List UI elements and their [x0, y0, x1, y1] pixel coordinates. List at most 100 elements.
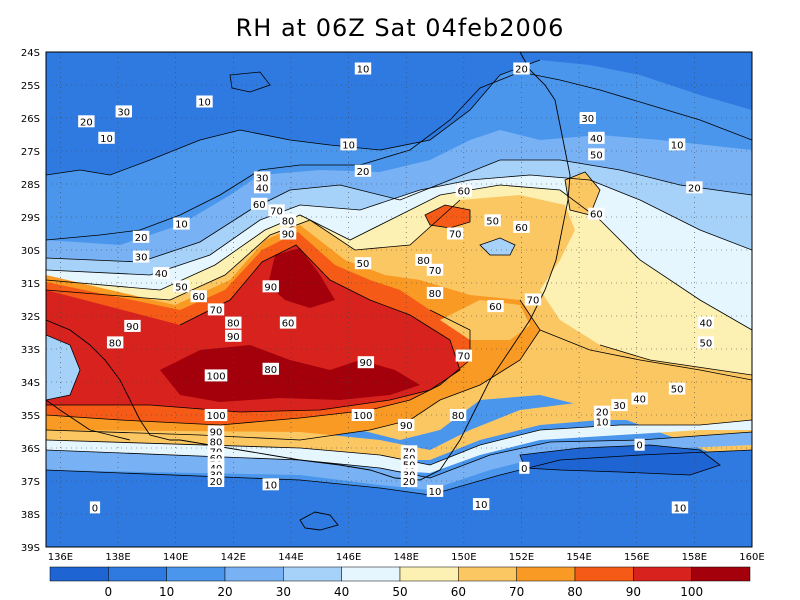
svg-text:80: 80	[282, 216, 295, 227]
contour-label: 70	[268, 204, 285, 217]
band-south-30	[46, 432, 752, 490]
contour-label: 20	[132, 230, 150, 244]
lon-label: 154E	[566, 552, 591, 563]
contour-label: 10	[593, 415, 611, 429]
svg-text:40: 40	[590, 134, 603, 145]
contour-label: 40	[631, 392, 648, 406]
colorbar-swatch	[516, 566, 576, 582]
lon-label: 148E	[394, 552, 419, 563]
colorbar-swatch	[691, 566, 751, 582]
colorbar-swatch	[49, 566, 109, 582]
svg-text:10: 10	[674, 503, 687, 514]
contour-label: 90	[357, 356, 375, 369]
contour-label: 40	[588, 131, 605, 145]
lon-label: 160E	[739, 552, 764, 563]
colorbar-tick-label: 0	[105, 585, 113, 599]
svg-text:0: 0	[636, 441, 642, 452]
lon-label: 136E	[48, 552, 73, 563]
band-0-10-north	[46, 52, 752, 175]
lat-label: 24S	[21, 48, 40, 59]
svg-text:30: 30	[581, 114, 594, 125]
svg-text:0: 0	[92, 503, 98, 514]
colorbar-tick-label: 100	[680, 585, 703, 599]
contour-label: 70	[446, 227, 464, 241]
contour-label: 100	[351, 409, 375, 422]
svg-text:100: 100	[206, 411, 225, 422]
contour-label: 60	[251, 197, 268, 211]
lat-label: 34S	[21, 378, 40, 389]
colorbar-swatch	[633, 566, 692, 582]
svg-text:50: 50	[175, 282, 188, 293]
lat-label: 25S	[21, 81, 40, 92]
svg-text:50: 50	[357, 259, 370, 270]
colorbar-swatch	[224, 566, 284, 582]
svg-text:100: 100	[206, 371, 225, 382]
colorbar-labels: 0 10 20 30 40 50 60 70 80 90 100	[105, 585, 704, 599]
svg-text:60: 60	[457, 187, 470, 198]
colorbar-swatch	[458, 566, 517, 582]
svg-text:10: 10	[429, 487, 442, 498]
svg-text:10: 10	[357, 65, 370, 76]
svg-text:30: 30	[256, 173, 269, 184]
svg-text:90: 90	[264, 282, 277, 293]
svg-text:20: 20	[403, 477, 416, 488]
band-cell-28s	[565, 172, 600, 215]
lat-label: 30S	[21, 246, 40, 257]
svg-text:70: 70	[429, 266, 442, 277]
lat-label: 32S	[21, 312, 40, 323]
lat-label: 39S	[21, 543, 40, 554]
contour-label: 60	[588, 207, 605, 221]
lat-label: 36S	[21, 444, 40, 455]
contour-label: 20	[400, 475, 418, 488]
contour-label: 10	[668, 138, 686, 151]
colorbar-swatch	[341, 566, 401, 582]
colorbar-swatch	[283, 566, 342, 582]
svg-text:40: 40	[256, 183, 269, 194]
svg-text:10: 10	[475, 500, 488, 511]
colorbar-tick-label: 60	[451, 585, 466, 599]
svg-text:50: 50	[590, 150, 603, 161]
contour-label: 80	[426, 286, 444, 300]
svg-text:60: 60	[192, 292, 205, 303]
lon-label: 158E	[682, 552, 707, 563]
svg-text:10: 10	[264, 480, 277, 491]
colorbar-swatch	[574, 566, 634, 582]
contour-label: 50	[697, 336, 715, 349]
svg-text:30: 30	[135, 253, 148, 264]
contour-label: 50	[588, 148, 605, 161]
lon-label: 152E	[509, 552, 534, 563]
contour-label: 70	[426, 263, 444, 277]
svg-text:60: 60	[515, 223, 528, 234]
contour-label: 20	[513, 62, 530, 76]
lat-label: 28S	[21, 180, 40, 191]
longitude-labels: 136E 138E 140E 142E 144E 146E 148E 150E 152E 154E…	[48, 552, 765, 563]
contour-label: 90	[398, 418, 415, 432]
contour-label: 90	[262, 280, 279, 293]
contour-label: 100	[204, 409, 228, 422]
contour-label: 0	[519, 461, 530, 475]
svg-text:70: 70	[270, 206, 283, 217]
svg-text:20: 20	[80, 117, 93, 128]
contour-label: 10	[426, 484, 444, 498]
svg-text:80: 80	[264, 365, 277, 376]
contour-label: 10	[262, 478, 279, 491]
svg-text:80: 80	[210, 437, 223, 448]
svg-text:90: 90	[227, 332, 240, 343]
contour-label: 70	[455, 349, 473, 363]
band-south-50	[46, 420, 752, 473]
svg-text:10: 10	[100, 134, 113, 145]
filled-contours	[46, 52, 752, 547]
svg-text:40: 40	[155, 269, 168, 280]
colorbar-swatch	[166, 566, 226, 582]
lon-label: 146E	[336, 552, 361, 563]
contour-label: 50	[354, 257, 372, 270]
colorbar-swatch	[108, 566, 167, 582]
svg-text:90: 90	[282, 230, 295, 241]
contour-label: 10	[354, 62, 372, 76]
svg-text:80: 80	[429, 289, 442, 300]
lat-label: 37S	[21, 477, 40, 488]
contour-label: 40	[697, 316, 715, 330]
svg-text:60: 60	[253, 200, 266, 211]
contour-label: 20	[686, 181, 703, 194]
